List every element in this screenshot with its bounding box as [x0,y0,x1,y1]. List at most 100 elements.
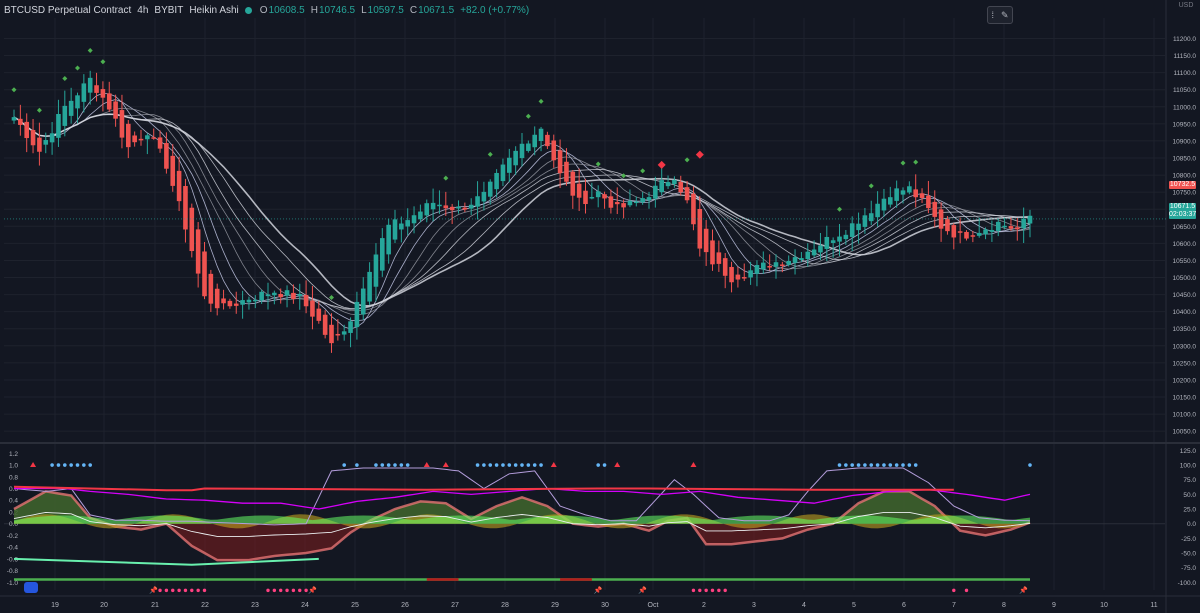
candle-body [862,215,868,227]
top-signal-dot [913,463,918,467]
time-axis-label: 30 [601,602,609,609]
price-axis-label: 10300.0 [1173,343,1197,350]
osc-left-axis-label: -0.2 [7,533,19,540]
top-warning-icon [423,462,430,468]
osc-right-axis-label: 25.0 [1183,507,1196,514]
candle-body [545,134,550,147]
candle-body [888,197,893,205]
candle-body [551,140,557,161]
osc-red-level [13,485,954,492]
osc-right-axis-label: 0.0 [1187,521,1196,528]
osc-right-axis-label: -75.0 [1181,565,1196,572]
candle-body [87,77,93,93]
candle-body [907,186,912,193]
candle-body [424,203,430,216]
top-signal-dot [501,463,505,467]
candle-body [208,273,214,304]
price-axis-label: 10850.0 [1173,156,1197,163]
time-axis-label: 9 [1052,602,1056,609]
candle-body [665,182,671,187]
candle-body [754,265,760,274]
top-signal-dot [380,463,385,467]
top-signal-dot [507,463,512,467]
top-signal-dot [342,463,347,467]
osc-wave-line [13,490,1031,562]
top-signal-dot [50,463,54,467]
candle-body [716,252,722,264]
brush-icon[interactable]: ✎ [1000,9,1009,20]
candle-body [411,215,417,224]
candle-body [113,101,118,119]
last-price-tag: 10671.5 [1169,203,1196,211]
candle-body [94,85,99,93]
close-value: 10671.5 [418,4,455,16]
price-axis-label: 10500.0 [1173,275,1197,282]
osc-left-axis-label: 1.2 [9,451,18,458]
bottom-signal-dot [717,588,721,593]
time-axis-label: 29 [551,602,559,609]
candle-body [868,213,874,222]
candle-body [691,193,696,225]
candle-body [957,231,963,233]
signal-diamond-icon [75,65,80,71]
osc-left-axis-label: 0.0 [9,521,18,528]
symbol-name[interactable]: BTCUSD Perpetual Contract [4,4,132,16]
candle-body [81,83,87,102]
candle-body [303,295,309,307]
bottom-signal-dot [202,588,207,593]
price-axis-label: 10800.0 [1173,173,1197,180]
bottom-signal-dot [171,588,175,593]
price-axis-label: 10950.0 [1173,121,1197,128]
candle-body [684,187,690,201]
candle-body [214,288,220,309]
drag-handle-icon[interactable]: ⁞ [991,9,994,20]
price-axis-label: 10050.0 [1173,429,1197,436]
candle-body [151,137,156,139]
osc-white-line [13,511,1031,537]
interval-label[interactable]: 4h [137,4,149,16]
high-value: 10746.5 [318,4,356,16]
candle-body [1021,218,1026,229]
candle-body [449,206,455,211]
candle-body [659,180,664,193]
candle-body [748,270,753,278]
signal-diamond-icon [640,168,646,174]
candle-body [75,95,80,109]
price-axis-label: 10250.0 [1173,360,1197,367]
top-signal-dot [539,463,543,467]
exchange-label: BYBIT [154,4,184,16]
bottom-signal-dot [279,588,283,593]
candle-body [786,260,791,265]
candle-body [983,229,988,235]
price-axis-label: 10650.0 [1173,224,1197,231]
osc-green-level [13,557,319,566]
candle-body [818,245,823,253]
candle-body [221,298,226,304]
candle-body [329,324,334,344]
candle-body [119,110,125,138]
ma-ribbon-line [13,113,1031,312]
signal-diamond-icon [62,76,68,82]
top-signal-dot [374,463,378,467]
top-signal-dot [526,463,531,467]
signal-diamond-icon [621,173,627,179]
candle-body [792,257,798,263]
time-axis-label: 26 [401,602,409,609]
time-axis-label: 4 [802,602,806,609]
bottom-signal-dot [704,588,708,593]
osc-lavender-line [13,467,1031,526]
top-signal-dot [869,463,874,467]
cloud-icon [24,582,38,593]
osc-right-axis-label: -100.0 [1178,580,1197,587]
bottom-signal-dot [177,588,181,593]
time-axis-label: 24 [301,602,309,609]
price-axis-label: 10550.0 [1173,258,1197,265]
candle-body [964,231,969,239]
top-signal-dot [602,463,607,467]
price-axis-label: 11000.0 [1173,104,1196,111]
candle-body [68,100,74,116]
time-axis-label: 25 [351,602,359,609]
candle-body [875,203,880,218]
candle-body [202,251,207,297]
